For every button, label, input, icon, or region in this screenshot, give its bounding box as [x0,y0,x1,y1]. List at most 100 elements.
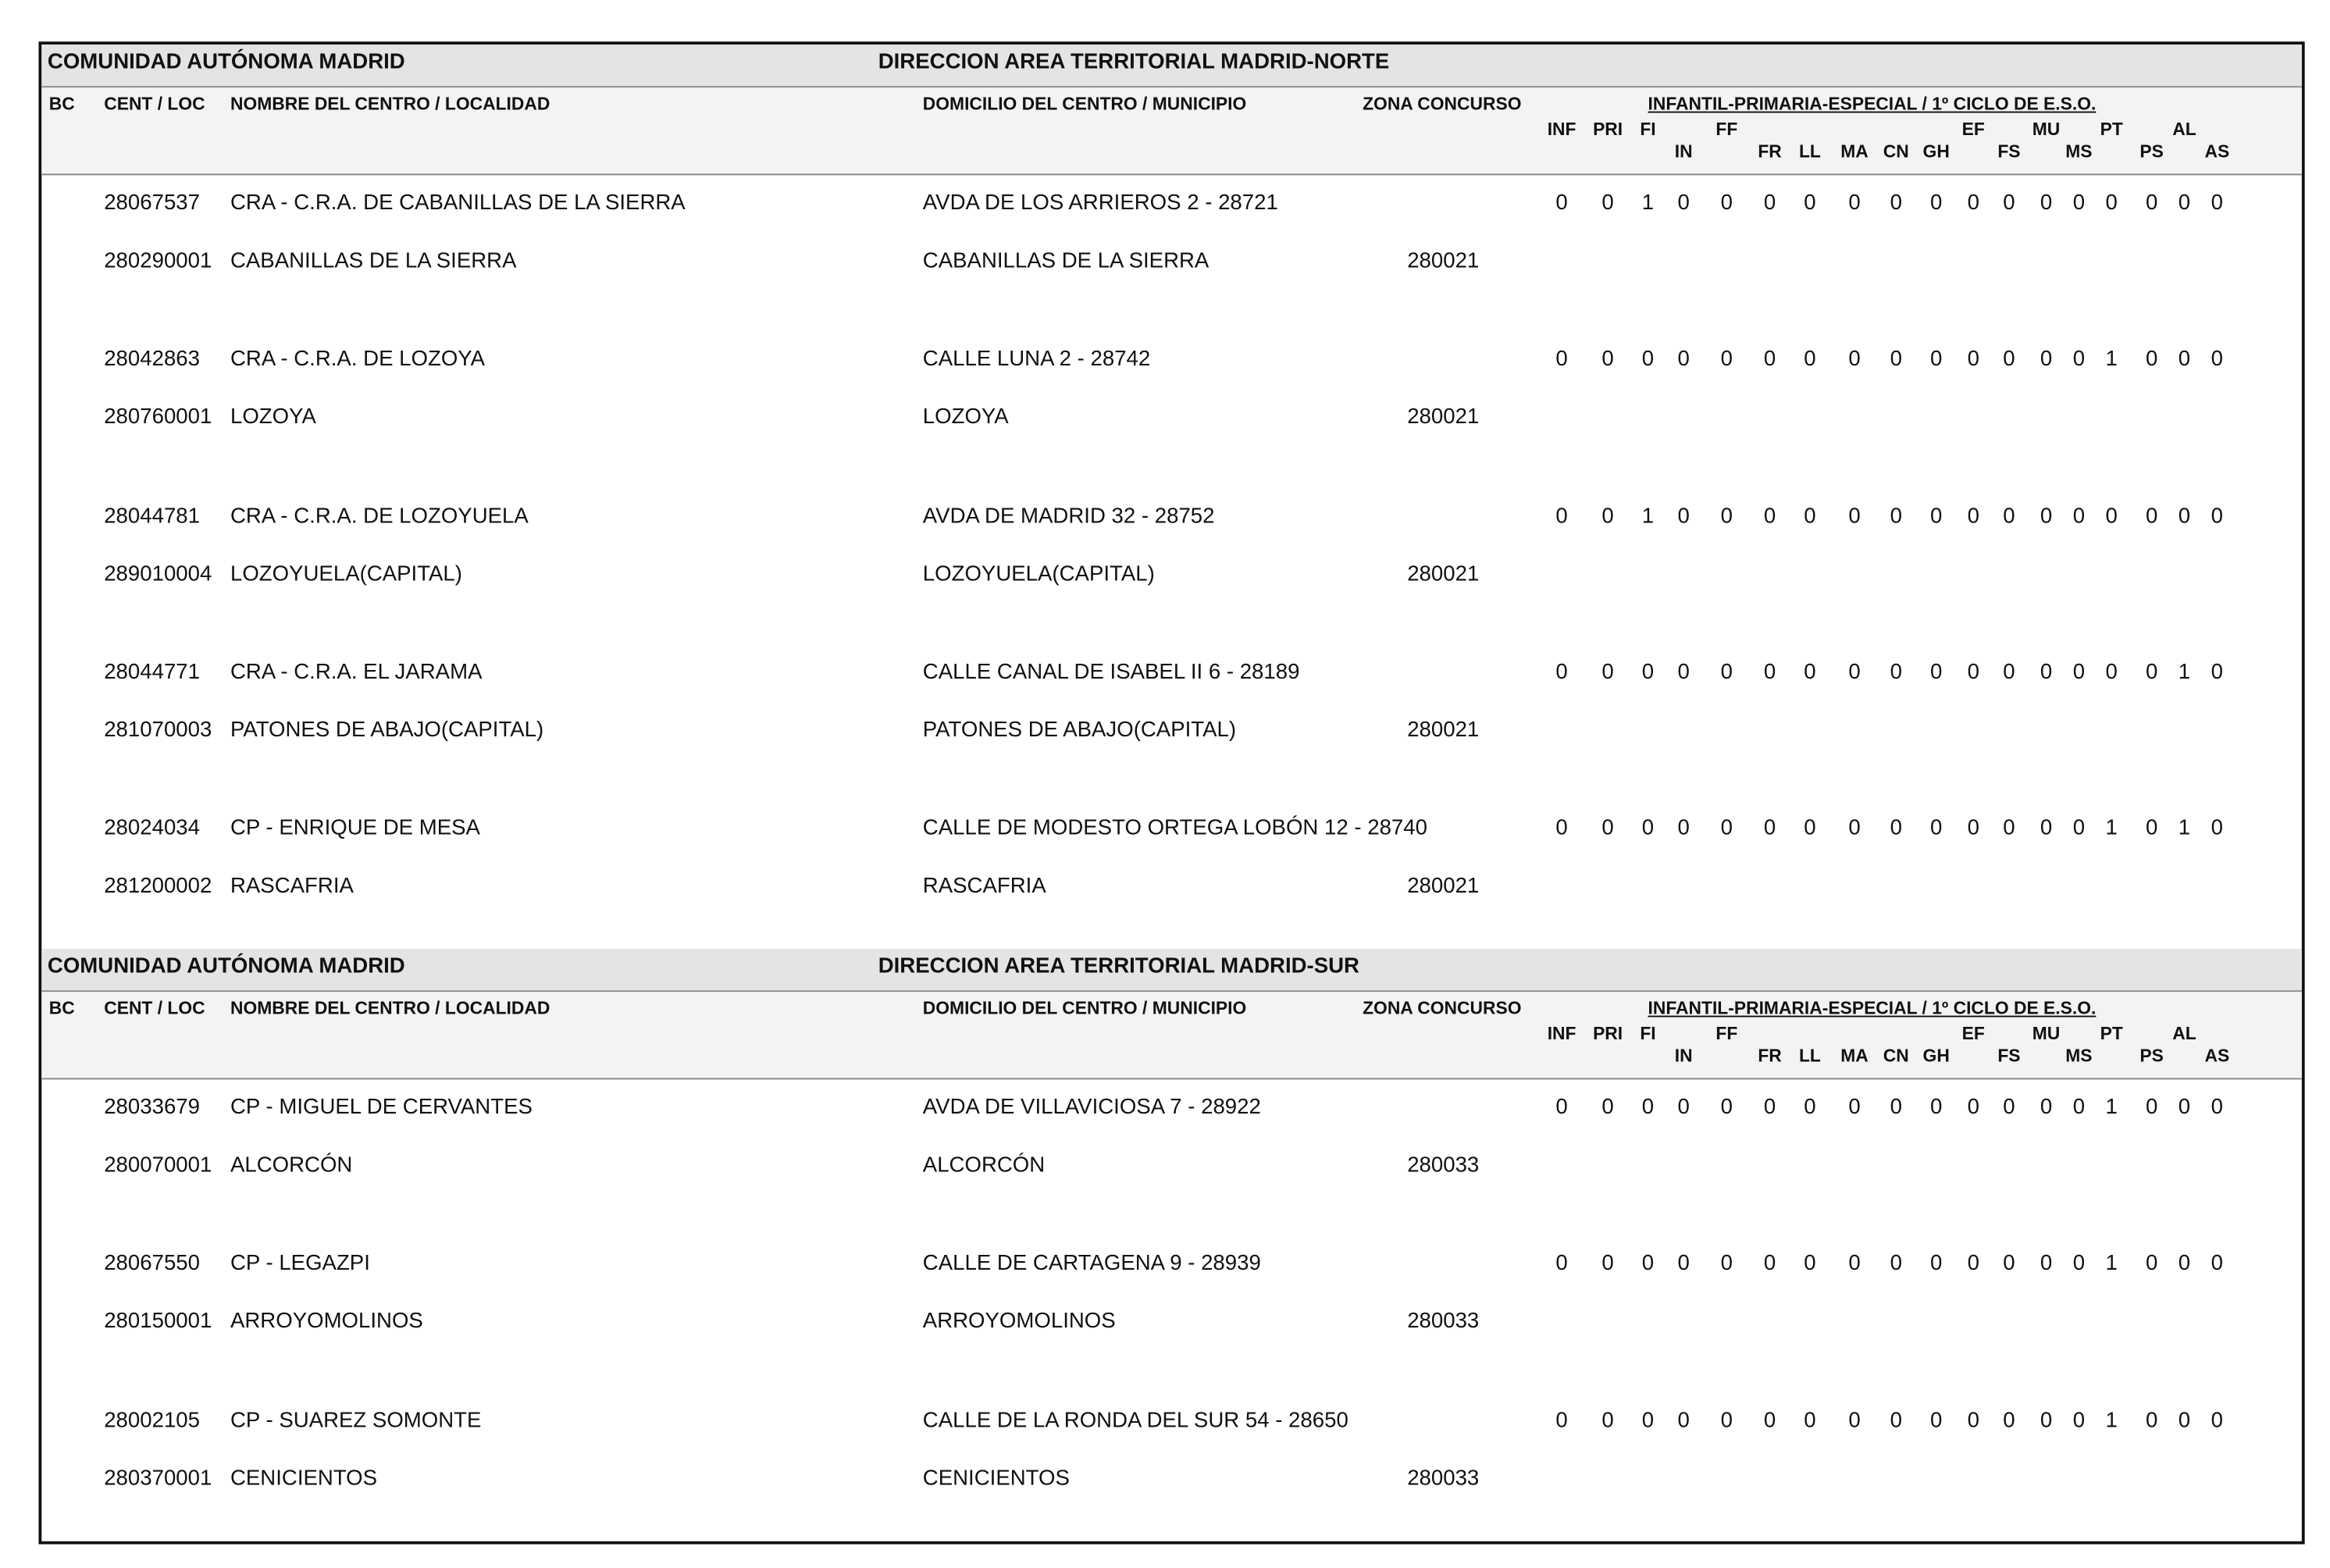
vacancy-count: 0 [2178,191,2191,216]
vacancy-count: 0 [1930,1096,1943,1120]
vacancy-count: 0 [1848,1096,1861,1120]
vacancy-count: 0 [1601,1252,1614,1276]
vacancy-count: 0 [2178,504,2191,529]
vacancy-count: 0 [1804,1096,1816,1120]
vacancy-count: 0 [2145,504,2158,529]
vacancy-count: 0 [2145,1252,2158,1276]
vacancy-count: 0 [2003,1096,2015,1120]
vacancy-count: 0 [1763,191,1776,216]
zone: 280033 [1407,1310,1480,1335]
vacancy-count: 0 [2145,191,2158,216]
vacancy-count: 0 [1555,660,1568,685]
col-sub: PRI [1593,119,1623,140]
col-sub: AL [2172,1023,2196,1044]
vacancy-count: 0 [1804,191,1816,216]
col-domicilio: DOMICILIO DEL CENTRO / MUNICIPIO [922,997,1247,1019]
col-sub: INF [1547,119,1576,140]
center-address: CALLE DE LA RONDA DEL SUR 54 - 28650 [922,1408,1348,1433]
vacancy-count: 0 [1890,191,1902,216]
vacancy-count: 0 [2003,1252,2015,1276]
vacancy-count: 0 [2072,1096,2086,1120]
col-nombre: NOMBRE DEL CENTRO / LOCALIDAD [230,93,550,115]
col-sub: AS [2204,141,2230,162]
vacancy-count: 0 [1720,1408,1733,1433]
vacancy-count: 0 [1930,347,1943,372]
vacancy-count: 0 [1641,1408,1655,1433]
col-bc: BC [48,997,75,1019]
vacancy-count: 0 [1890,347,1902,372]
vacancy-count: 0 [1890,1252,1902,1276]
center-code: 28024034 [104,817,200,841]
direction: DIRECCION AREA TERRITORIAL MADRID-NORTE [878,50,1390,75]
col-sub: LL [1798,1045,1821,1067]
frame [38,41,2305,1545]
col-sub: PT [2100,119,2123,140]
col-sub: FS [1997,1045,2021,1067]
vacancy-count: 1 [2105,1096,2118,1120]
vacancy-count: 0 [1930,504,1943,529]
vacancy-count: 0 [1848,347,1861,372]
col-sub: GH [1922,1045,1950,1067]
vacancy-count: 0 [1763,347,1776,372]
vacancy-count: 0 [1804,817,1816,841]
col-cent-loc: CENT / LOC [104,997,205,1019]
municipality: RASCAFRIA [922,875,1046,899]
vacancy-count: 0 [2211,1252,2224,1276]
col-zona: ZONA CONCURSO [1363,93,1522,115]
vacancy-count: 0 [1848,504,1861,529]
col-sub: FI [1640,1023,1656,1044]
vacancy-count: 0 [1890,504,1902,529]
vacancy-count: 0 [1601,660,1614,685]
column-header-band [41,992,2302,1080]
center-code: 28044771 [104,660,200,685]
vacancy-count: 0 [1930,1408,1943,1433]
vacancy-count: 0 [1804,347,1816,372]
vacancy-count: 0 [1967,1096,1979,1120]
vacancy-count: 0 [2145,817,2158,841]
locality-code: 280070001 [104,1153,212,1178]
vacancy-count: 0 [1967,191,1979,216]
vacancy-count: 0 [2211,1096,2224,1120]
vacancy-count: 0 [1763,1252,1776,1276]
vacancy-count: 0 [1930,1252,1943,1276]
col-sub: MS [2065,141,2093,162]
vacancy-count: 0 [1555,347,1568,372]
col-group: INFANTIL-PRIMARIA-ESPECIAL / 1º CICLO DE… [1648,93,2097,115]
center-name: CP - ENRIQUE DE MESA [230,817,480,841]
col-sub: AS [2204,1045,2230,1067]
municipality: LOZOYUELA(CAPITAL) [922,561,1155,586]
vacancy-count: 0 [1848,1408,1861,1433]
vacancy-count: 0 [1601,1408,1614,1433]
center-code: 28033679 [104,1096,200,1120]
col-sub: FF [1715,119,1738,140]
vacancy-count: 0 [2040,660,2053,685]
locality: PATONES DE ABAJO(CAPITAL) [230,718,544,743]
direction: DIRECCION AREA TERRITORIAL MADRID-SUR [878,954,1360,979]
vacancy-count: 0 [1720,191,1733,216]
locality-code: 289010004 [104,561,212,586]
vacancy-count: 0 [1967,1408,1979,1433]
vacancy-count: 1 [2105,1408,2118,1433]
col-sub: PT [2100,1023,2123,1044]
vacancy-count: 0 [1848,191,1861,216]
vacancy-count: 0 [1720,660,1733,685]
locality: CENICIENTOS [230,1466,378,1491]
vacancy-count: 0 [1930,660,1943,685]
vacancy-count: 0 [2178,347,2191,372]
vacancy-count: 0 [2145,1096,2158,1120]
vacancy-count: 0 [1641,660,1655,685]
community: COMUNIDAD AUTÓNOMA MADRID [47,954,405,979]
col-sub: IN [1674,141,1693,162]
vacancy-count: 0 [1555,1252,1568,1276]
locality-code: 280150001 [104,1310,212,1335]
vacancy-count: 1 [2178,660,2191,685]
vacancy-count: 0 [2105,504,2118,529]
center-name: CRA - C.R.A. DE LOZOYA [230,347,486,372]
col-cent-loc: CENT / LOC [104,93,205,115]
vacancy-count: 0 [2145,347,2158,372]
col-sub: MU [2032,119,2061,140]
col-sub: PS [2139,1045,2164,1067]
vacancy-count: 0 [2211,660,2224,685]
vacancy-count: 0 [1804,1252,1816,1276]
col-sub: MA [1840,1045,1869,1067]
